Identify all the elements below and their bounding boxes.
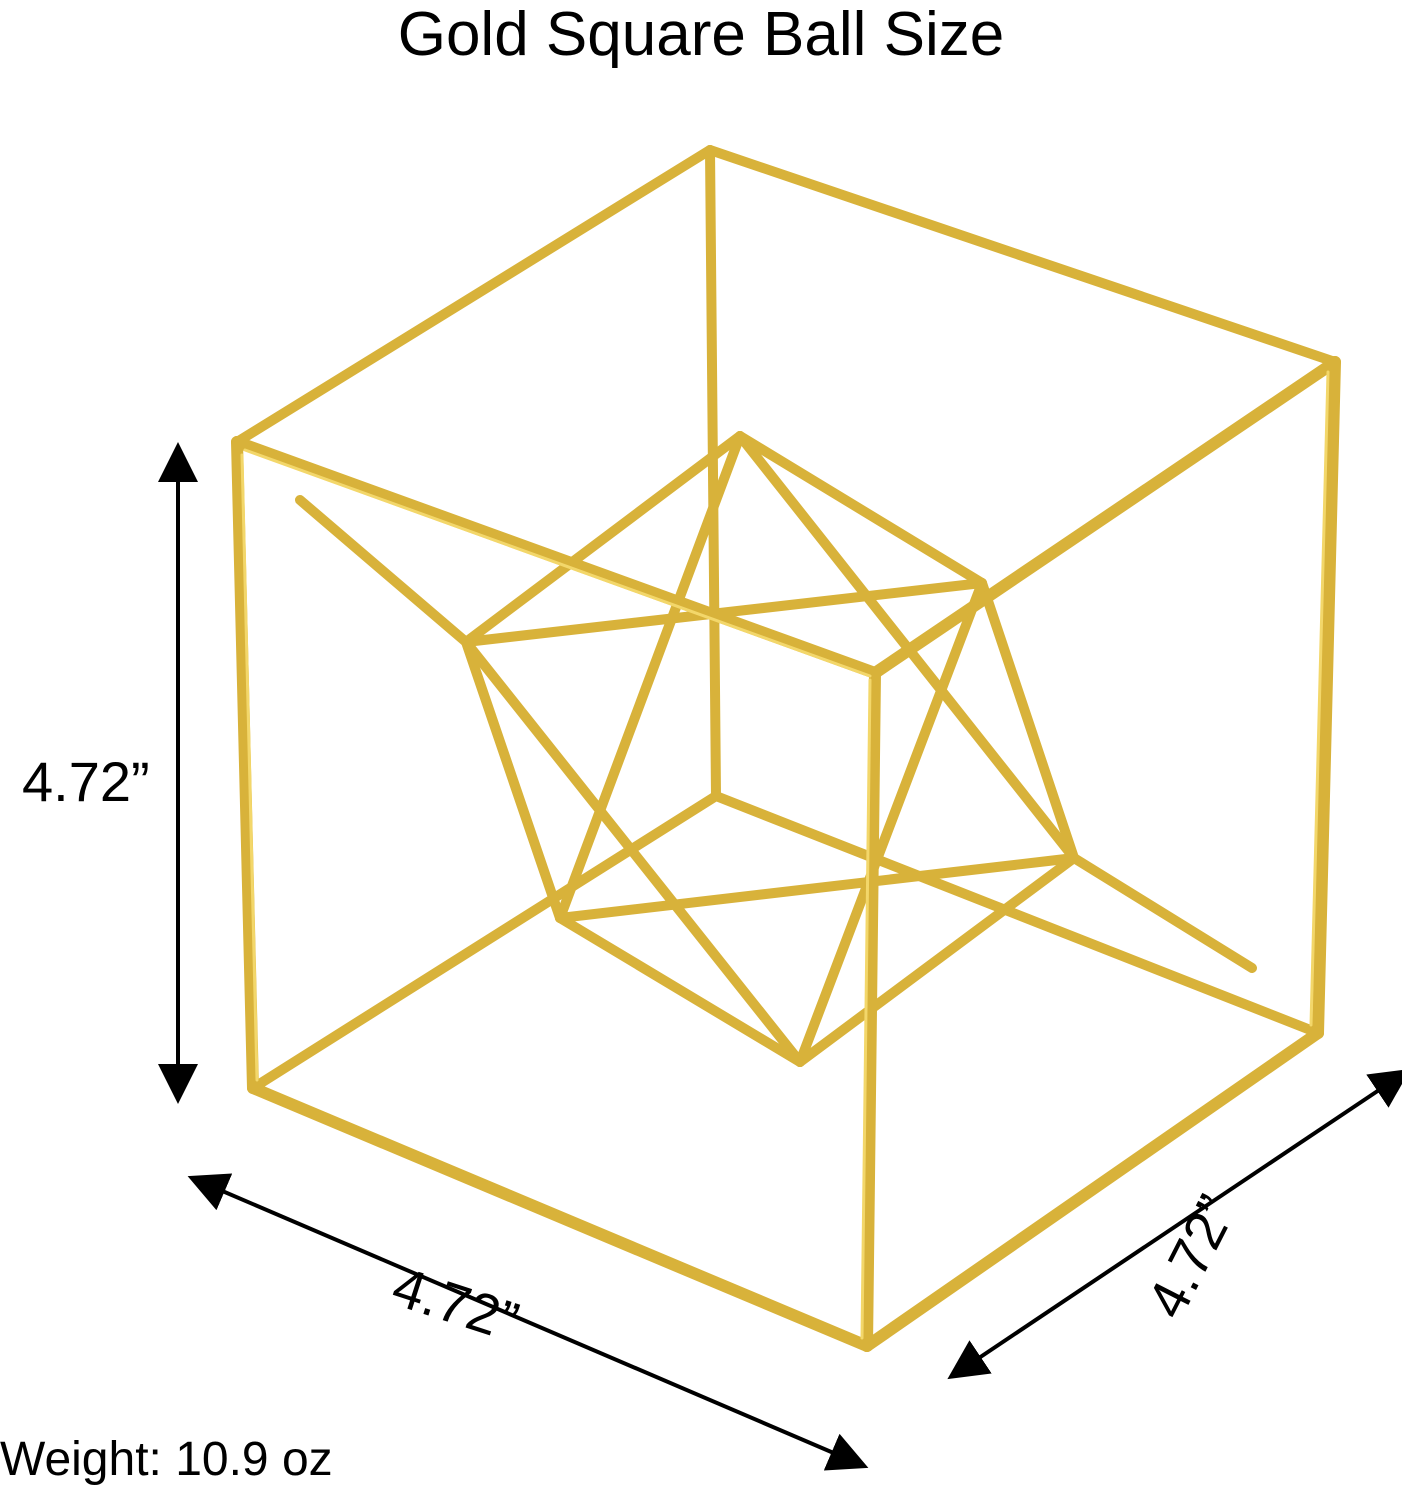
cube-highlights [240,370,1330,1340]
width-arrow [187,1173,869,1471]
depth-arrow [947,1068,1402,1380]
dimension-arrows [158,442,1402,1471]
height-dimension-label: 4.72” [22,750,150,813]
page-title: Gold Square Ball Size [397,0,1005,69]
cube-back-frame [232,145,1340,1093]
cube-front-frame [231,356,1341,1352]
cube-diagonal-braces [295,495,1257,973]
inner-octahedron [461,431,1079,1067]
weight-label: Weight: 10.9 oz [0,1433,333,1486]
